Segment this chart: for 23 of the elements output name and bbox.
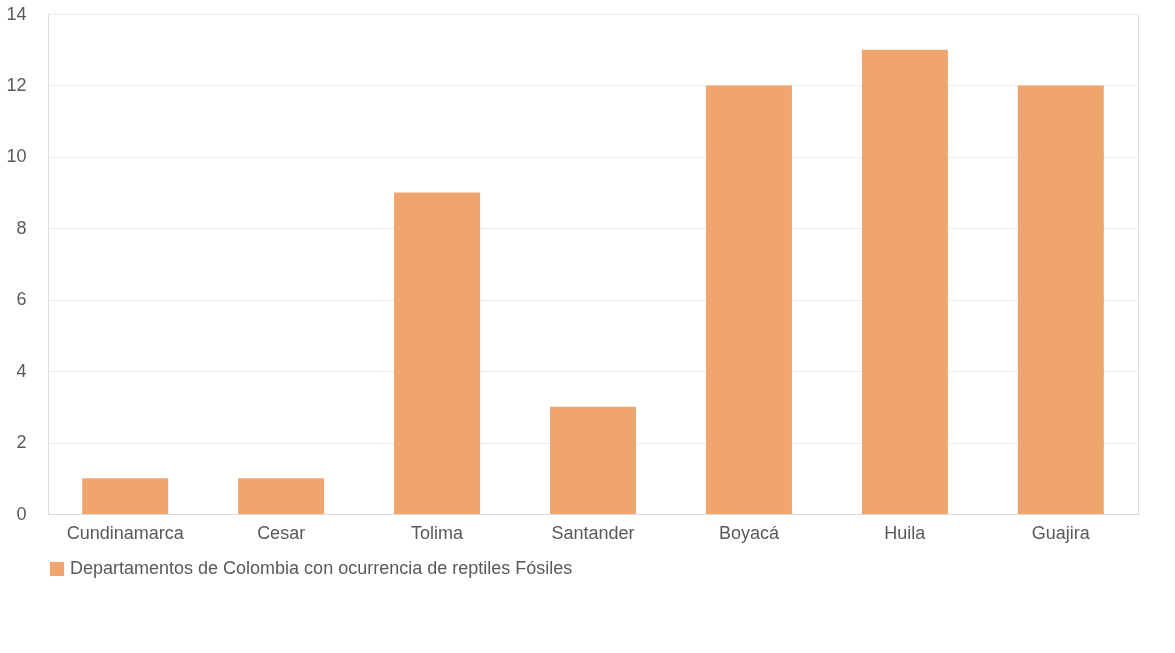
y-tick-label: 4	[16, 360, 27, 381]
bar	[861, 49, 948, 514]
x-tick-label: Santander	[551, 522, 635, 543]
y-tick-label: 10	[6, 146, 27, 167]
bar	[82, 478, 169, 514]
bar	[705, 85, 792, 514]
bar	[550, 406, 636, 514]
x-tick-label: Boyacá	[718, 522, 780, 543]
x-tick-label: Cundinamarca	[66, 522, 185, 543]
bar	[394, 192, 481, 514]
y-tick-label: 6	[16, 289, 27, 310]
legend-label: Departamentos de Colombia con ocurrencia de reptiles Fósiles	[70, 558, 573, 578]
x-tick-label: Guajira	[1031, 522, 1091, 543]
y-tick-label: 0	[16, 503, 27, 524]
x-tick-label: Tolima	[411, 522, 465, 543]
bar	[238, 478, 325, 514]
x-tick-label: Huila	[884, 522, 927, 543]
bar	[1017, 85, 1104, 514]
y-tick-label: 2	[16, 432, 27, 453]
x-tick-label: Cesar	[257, 522, 306, 543]
y-tick-label: 12	[6, 74, 27, 95]
y-tick-label: 8	[16, 217, 27, 238]
y-tick-label: 14	[6, 3, 27, 24]
